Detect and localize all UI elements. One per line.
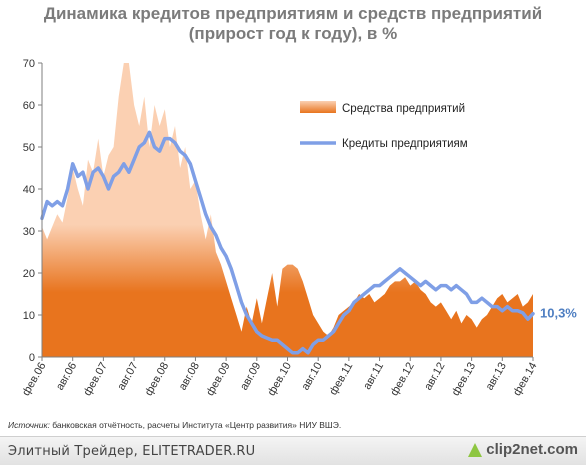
x-tick-label: фев.14 [511,361,540,398]
x-tick-label: авг.12 [422,361,447,393]
watermark-text: clip2net.com [486,441,578,458]
x-tick-label: фев.11 [327,361,355,398]
watermark: clip2net.com [468,441,578,458]
x-tick-label: фев.10 [266,361,295,398]
y-tick-label: 0 [29,352,35,364]
y-tick-label: 20 [23,268,35,280]
clip-arrow-icon [468,442,483,457]
end-value-label: 10,3% [540,306,577,321]
source-note: Источник: банковская отчётность, расчеты… [8,420,341,430]
y-tick-label: 70 [23,58,35,70]
y-tick-label: 10 [23,310,35,322]
x-tick-label: фев.06 [20,361,49,398]
legend-swatch-deposits [300,101,336,113]
x-tick-label: фев.09 [204,361,233,398]
x-tick-label: авг.13 [484,361,509,393]
x-tick-label: авг.09 [238,361,263,393]
chart-title: Динамика кредитов предприятиям и средств… [43,4,543,23]
legend-label-credits: Кредиты предприятиям [342,138,468,150]
chart-subtitle: (прирост год к году), в % [188,24,398,43]
x-tick-label: фев.07 [81,361,110,398]
deposits-area [42,63,533,357]
footer-bar: Элитный Трейдер, ELITETRADER.RU clip2net… [0,436,586,465]
x-tick-label: авг.06 [54,361,79,393]
y-tick-label: 30 [23,226,35,238]
legend-label-deposits: Средства предприятий [342,103,465,115]
source-text: банковская отчётность, расчеты Института… [49,420,342,430]
x-tick-label: авг.10 [299,361,324,393]
source-label: Источник: [8,420,50,430]
y-tick-label: 50 [23,142,35,154]
x-tick-label: фев.13 [450,361,479,398]
credits-line [40,130,535,355]
x-tick-label: авг.08 [177,361,202,393]
chart-svg: 0 10 20 30 40 50 60 70 фев.06 авг.06 фев.07 авг.07… [20,58,577,398]
x-tick-label: фев.08 [143,361,172,398]
x-tick-label: фев.12 [388,361,417,398]
y-tick-label: 40 [23,184,35,196]
x-tick-label: авг.07 [115,361,140,393]
footer-text: Элитный Трейдер, ELITETRADER.RU [8,444,256,459]
x-tick-label: авг.11 [361,361,386,392]
y-tick-label: 60 [23,100,35,112]
